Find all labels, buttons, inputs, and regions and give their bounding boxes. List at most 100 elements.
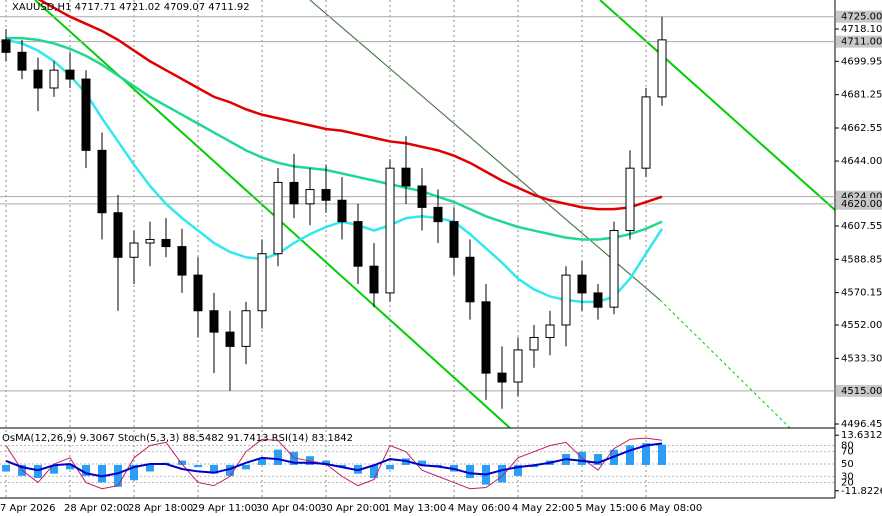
symbol: XAUUSD,H1 xyxy=(12,2,71,13)
y-tick-label: 4588.85 xyxy=(841,254,882,265)
candle-body xyxy=(337,199,347,223)
ohlc-readout: 4717.71 4721.02 4709.07 4711.92 xyxy=(75,2,250,13)
x-tick-label: 6 May 08:00 xyxy=(640,503,702,514)
y2-tick-label: 70 xyxy=(841,447,854,458)
candle-body xyxy=(177,246,187,276)
trend-line xyxy=(599,0,836,211)
indicator-line xyxy=(5,437,663,490)
candle-body xyxy=(593,292,603,308)
candle-body xyxy=(417,185,427,208)
y-tick-label: 4570.15 xyxy=(841,288,882,299)
indicator-name: Stoch(5,3,3) xyxy=(118,433,180,444)
candle-body xyxy=(465,256,475,303)
candle-body xyxy=(289,181,299,205)
candle-body xyxy=(609,230,619,308)
moving-average xyxy=(6,36,663,241)
indicator-name: OsMA(12,26,9) xyxy=(2,433,77,444)
moving-average xyxy=(37,0,663,211)
osma-bar xyxy=(210,464,218,474)
osma-bar xyxy=(34,464,42,479)
indicator-line xyxy=(5,442,663,478)
level-box xyxy=(836,10,882,23)
trend-lines xyxy=(34,0,836,429)
candle-body xyxy=(33,69,43,89)
candle-body xyxy=(305,189,315,205)
osma-bar xyxy=(146,464,154,472)
osma-bar xyxy=(274,449,282,465)
osma-bar xyxy=(242,464,250,470)
osma-bar xyxy=(178,460,186,465)
candle-body xyxy=(545,324,555,338)
candle-body xyxy=(257,253,267,312)
osma-bar xyxy=(114,464,122,487)
trend-line xyxy=(659,299,791,429)
level-box xyxy=(836,35,882,48)
osma-bar xyxy=(466,464,474,479)
osma-bar xyxy=(626,445,634,465)
y2-tick-label: 30 xyxy=(841,471,854,482)
candle-body xyxy=(321,189,331,201)
candle-body xyxy=(625,167,635,232)
candle-body xyxy=(81,78,91,151)
x-tick-label: 1 May 13:00 xyxy=(384,503,446,514)
candle-body xyxy=(513,349,523,383)
candle-body xyxy=(65,69,75,80)
x-tick-label: 7 Apr 2026 xyxy=(0,503,55,514)
candle-body xyxy=(577,274,587,294)
osma-bar xyxy=(386,464,394,470)
osma-bar xyxy=(498,464,506,483)
osma-bar xyxy=(2,464,10,472)
x-tick-label: 30 Apr 04:00 xyxy=(256,503,321,514)
candle-body xyxy=(497,372,507,383)
indicator-value: 9.3067 xyxy=(80,433,115,444)
y2-tick-label: 50 xyxy=(841,459,854,470)
x-tick-label: 5 May 15:00 xyxy=(576,503,638,514)
osma-bar xyxy=(194,464,202,468)
y-tick-label: 4644.00 xyxy=(841,156,882,167)
osma-bar xyxy=(226,464,234,476)
candle-body xyxy=(17,51,27,71)
candle-body xyxy=(209,310,219,333)
candle-body xyxy=(353,221,363,267)
y2-tick-label: 20 xyxy=(841,478,854,489)
indicator-header: OsMA(12,26,9) 9.3067 Stoch(5,3,3) 88.548… xyxy=(2,433,353,444)
candle-body xyxy=(1,39,11,53)
osma-bar xyxy=(130,464,138,481)
level-label: 4711.00 xyxy=(841,37,882,48)
osma-bar xyxy=(338,464,346,468)
y-tick-label: -11.8226 xyxy=(841,486,882,497)
candle-body xyxy=(241,310,251,347)
candle-body xyxy=(49,69,59,89)
osma-bar xyxy=(258,458,266,465)
osma-bar xyxy=(50,464,58,474)
osma-bar xyxy=(418,460,426,465)
y-tick-label: 4607.55 xyxy=(841,221,882,232)
level-label: 4725.00 xyxy=(841,12,882,23)
x-tick-label: 4 May 22:00 xyxy=(512,503,574,514)
y-tick-label: 4496.45 xyxy=(841,419,882,430)
x-tick-label: 4 May 06:00 xyxy=(448,503,510,514)
x-tick-label: 28 Apr 02:00 xyxy=(64,503,129,514)
level-box xyxy=(836,197,882,210)
osma-bar xyxy=(98,464,106,483)
x-tick-label: 29 Apr 11:00 xyxy=(192,503,257,514)
trend-line xyxy=(34,0,511,429)
chart-title: XAUUSD,H1 4717.71 4721.02 4709.07 4711.9… xyxy=(12,2,250,13)
candle-body xyxy=(401,167,411,187)
level-label: 4515.00 xyxy=(841,386,882,397)
candle-body xyxy=(193,274,203,312)
candle-body xyxy=(529,336,539,351)
candle-body xyxy=(481,301,491,374)
osma-bar xyxy=(82,464,90,476)
osma-bar xyxy=(290,451,298,465)
osma-bar xyxy=(514,464,522,476)
candle-body xyxy=(657,39,667,98)
candle-body xyxy=(449,221,459,258)
x-tick-label: 30 Apr 20:00 xyxy=(320,503,385,514)
y-tick-label: 4662.55 xyxy=(841,123,882,134)
osma-bar xyxy=(658,444,666,465)
candle-body xyxy=(561,274,571,326)
level-label: 4620.00 xyxy=(841,199,882,210)
